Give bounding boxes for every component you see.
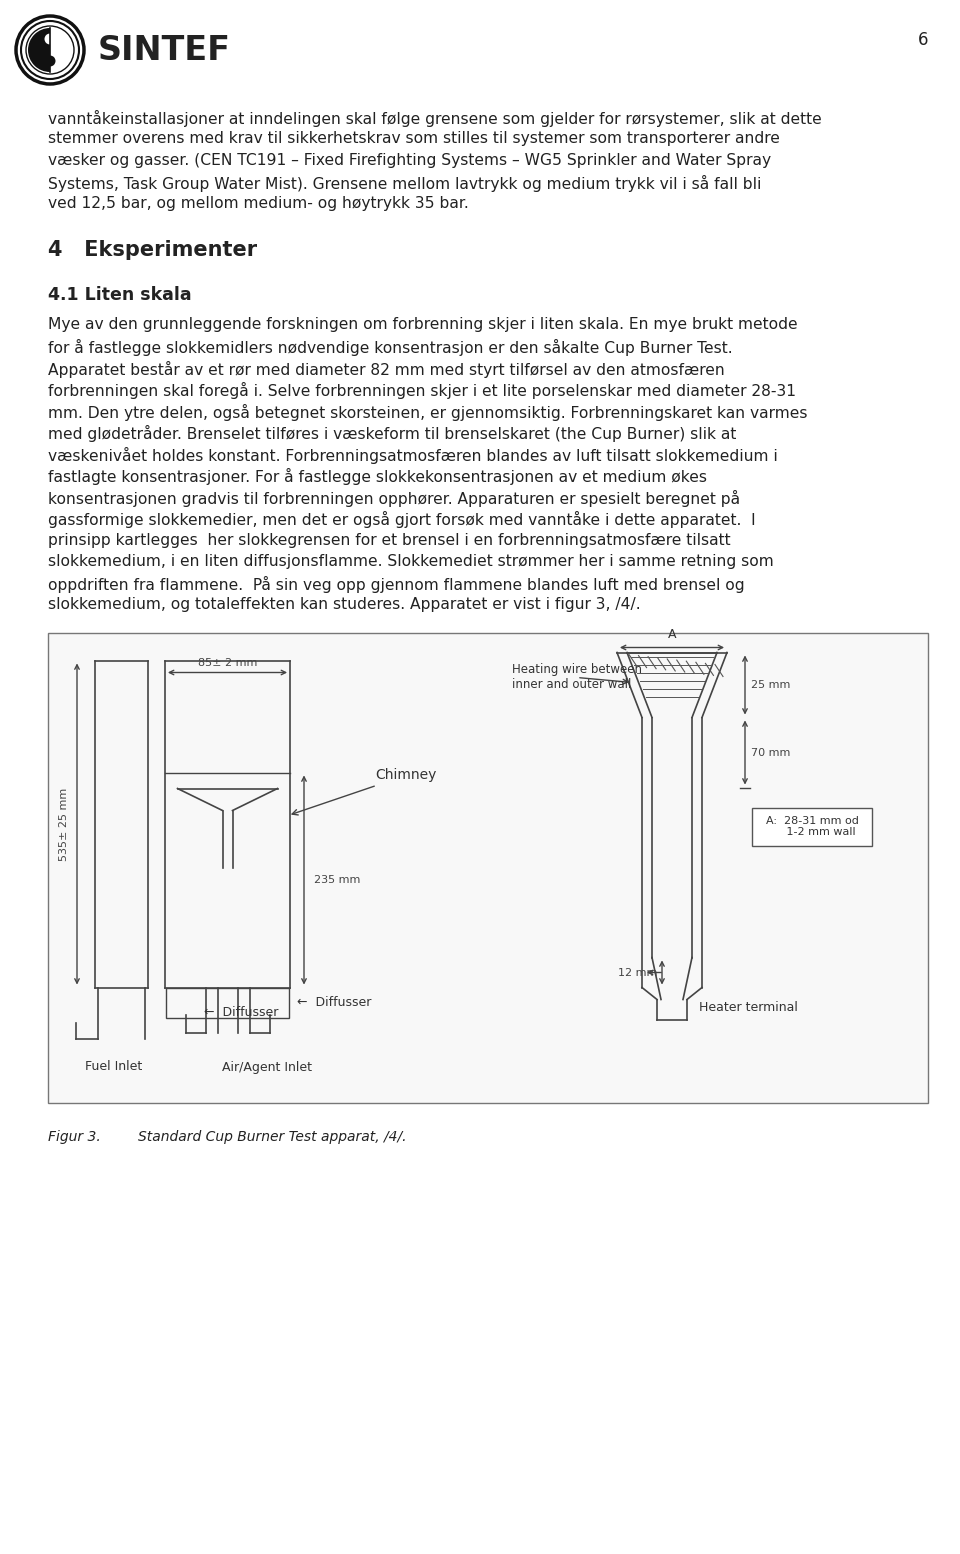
- Text: SINTEF: SINTEF: [98, 34, 231, 67]
- Text: Chimney: Chimney: [292, 769, 437, 814]
- Bar: [48, 632, 928, 1102]
- Text: med glødetråder. Brenselet tilføres i væskeform til brenselskaret (the Cup Burne: med glødetråder. Brenselet tilføres i væ…: [48, 424, 736, 441]
- Circle shape: [44, 34, 56, 45]
- Text: 535± 25 mm: 535± 25 mm: [59, 788, 69, 861]
- Circle shape: [44, 56, 56, 67]
- Text: 4.1 Liten skala: 4.1 Liten skala: [48, 286, 192, 303]
- Text: Air/Agent Inlet: Air/Agent Inlet: [223, 1060, 313, 1074]
- Text: konsentrasjonen gradvis til forbrenningen opphører. Apparaturen er spesielt bere: konsentrasjonen gradvis til forbrenninge…: [48, 490, 740, 507]
- Text: for å fastlegge slokkemidlers nødvendige konsentrasjon er den såkalte Cup Burner: for å fastlegge slokkemidlers nødvendige…: [48, 339, 732, 356]
- Text: Heating wire between
inner and outer wall: Heating wire between inner and outer wal…: [512, 664, 642, 692]
- Text: 4   Eksperimenter: 4 Eksperimenter: [48, 239, 257, 260]
- Text: mm. Den ytre delen, også betegnet skorsteinen, er gjennomsiktig. Forbrenningskar: mm. Den ytre delen, også betegnet skorst…: [48, 404, 807, 421]
- Text: ←  Diffusser: ← Diffusser: [204, 1005, 278, 1019]
- Text: Fuel Inlet: Fuel Inlet: [85, 1060, 142, 1074]
- Text: 85± 2 mm: 85± 2 mm: [198, 657, 257, 668]
- Wedge shape: [28, 28, 50, 71]
- Text: 70 mm: 70 mm: [751, 747, 790, 757]
- Text: slokkemedium, i en liten diffusjonsflamme. Slokkemediet strømmer her i samme ret: slokkemedium, i en liten diffusjonsflamm…: [48, 553, 774, 569]
- Text: Heater terminal: Heater terminal: [699, 1001, 798, 1015]
- Text: 6: 6: [918, 31, 928, 50]
- Text: oppdriften fra flammene.  På sin veg opp gjennom flammene blandes luft med brens: oppdriften fra flammene. På sin veg opp …: [48, 575, 745, 592]
- Text: A:  28-31 mm od
     1-2 mm wall: A: 28-31 mm od 1-2 mm wall: [765, 816, 858, 838]
- Text: slokkemedium, og totaleffekten kan studeres. Apparatet er vist i figur 3, /4/.: slokkemedium, og totaleffekten kan stude…: [48, 597, 640, 612]
- Text: Figur 3.: Figur 3.: [48, 1130, 101, 1144]
- Text: 12 mm: 12 mm: [617, 968, 657, 977]
- Bar: [166, 987, 289, 1018]
- Text: Systems, Task Group Water Mist). Grensene mellom lavtrykk og medium trykk vil i : Systems, Task Group Water Mist). Grensen…: [48, 174, 761, 191]
- Text: stemmer overens med krav til sikkerhetskrav som stilles til systemer som transpo: stemmer overens med krav til sikkerhetsk…: [48, 132, 780, 146]
- Text: 25 mm: 25 mm: [751, 681, 790, 690]
- Text: fastlagte konsentrasjoner. For å fastlegge slokkekonsentrasjonen av et medium øk: fastlagte konsentrasjoner. For å fastleg…: [48, 468, 707, 485]
- Text: ved 12,5 bar, og mellom medium- og høytrykk 35 bar.: ved 12,5 bar, og mellom medium- og høytr…: [48, 196, 468, 211]
- Text: prinsipp kartlegges  her slokkegrensen for et brensel i en forbrenningsatmosfære: prinsipp kartlegges her slokkegrensen fo…: [48, 533, 731, 547]
- Text: 235 mm: 235 mm: [314, 875, 360, 884]
- Text: ←  Diffusser: ← Diffusser: [297, 996, 372, 1009]
- Text: forbrenningen skal foregå i. Selve forbrenningen skjer i et lite porselenskar me: forbrenningen skal foregå i. Selve forbr…: [48, 382, 796, 399]
- Bar: [752, 808, 872, 845]
- Text: Standard Cup Burner Test apparat, /4/.: Standard Cup Burner Test apparat, /4/.: [138, 1130, 406, 1144]
- Text: A: A: [668, 628, 676, 640]
- Text: vanntåkeinstallasjoner at inndelingen skal følge grensene som gjelder for rørsys: vanntåkeinstallasjoner at inndelingen sk…: [48, 110, 822, 127]
- Text: Apparatet består av et rør med diameter 82 mm med styrt tilførsel av den atmosfæ: Apparatet består av et rør med diameter …: [48, 361, 725, 378]
- Text: væsker og gasser. (CEN TC191 – Fixed Firefighting Systems – WG5 Sprinkler and Wa: væsker og gasser. (CEN TC191 – Fixed Fir…: [48, 152, 771, 168]
- Text: Mye av den grunnleggende forskningen om forbrenning skjer i liten skala. En mye : Mye av den grunnleggende forskningen om …: [48, 317, 798, 333]
- Text: væskenivået holdes konstant. Forbrenningsatmosfæren blandes av luft tilsatt slok: væskenivået holdes konstant. Forbrenning…: [48, 446, 778, 463]
- Text: gassformige slokkemedier, men det er også gjort forsøk med vanntåke i dette appa: gassformige slokkemedier, men det er ogs…: [48, 511, 756, 528]
